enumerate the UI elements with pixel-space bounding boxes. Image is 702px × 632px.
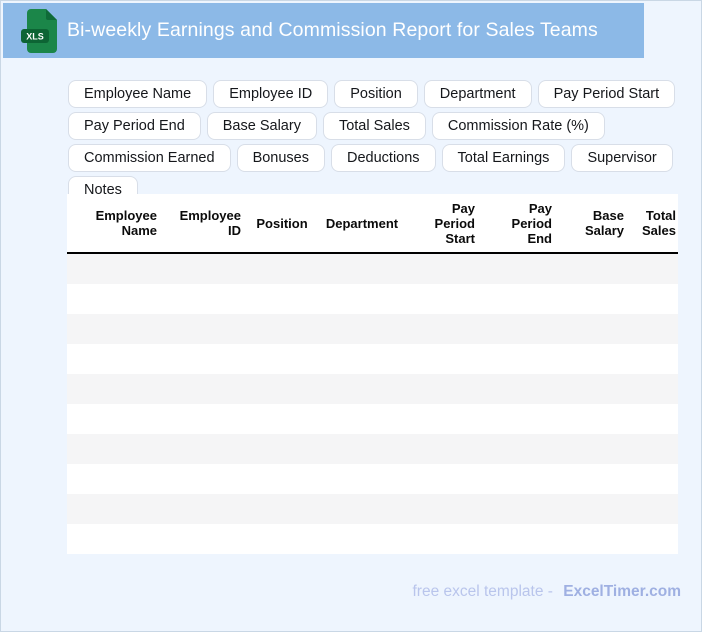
table-row <box>67 284 678 314</box>
table-row <box>67 404 678 434</box>
footer-text: free excel template - <box>412 583 553 600</box>
chip-position[interactable]: Position <box>334 80 418 108</box>
table-row <box>67 344 678 374</box>
chip-employee-id[interactable]: Employee ID <box>213 80 329 108</box>
chip-commission-earned[interactable]: Commission Earned <box>68 144 231 172</box>
page-title: Bi-weekly Earnings and Commission Report… <box>67 19 598 41</box>
chip-supervisor[interactable]: Supervisor <box>571 144 673 172</box>
table-row <box>67 434 678 464</box>
table-row <box>67 524 678 554</box>
chip-department[interactable]: Department <box>423 80 532 108</box>
chip-total-earnings[interactable]: Total Earnings <box>441 144 566 172</box>
table-header-row: Employee Name Employee ID Position Departme… <box>67 194 678 254</box>
field-chip-list: Employee Name Employee ID Position Departme… <box>68 80 693 204</box>
chip-total-sales[interactable]: Total Sales <box>322 112 426 140</box>
chip-base-salary[interactable]: Base Salary <box>206 112 317 140</box>
footer: free excel template - ExcelTimer.com <box>412 583 681 601</box>
chip-bonuses[interactable]: Bonuses <box>236 144 325 172</box>
col-header-total-sales: Total Sales <box>642 208 676 238</box>
col-header-position: Position <box>256 215 308 231</box>
chip-deductions[interactable]: Deductions <box>331 144 436 172</box>
col-header-pay-period-start: Pay Period Start <box>434 200 475 246</box>
col-header-employee-name: Employee Name <box>95 208 157 238</box>
table-row <box>67 464 678 494</box>
chip-commission-rate[interactable]: Commission Rate (%) <box>431 112 605 140</box>
col-header-employee-id: Employee ID <box>179 208 241 238</box>
table-body <box>67 254 678 554</box>
xls-file-icon: XLS <box>21 8 57 53</box>
xls-icon-label: XLS <box>26 31 44 41</box>
col-header-pay-period-end: Pay Period End <box>511 200 552 246</box>
table-row <box>67 494 678 524</box>
col-header-base-salary: Base Salary <box>584 208 624 238</box>
chip-pay-period-end[interactable]: Pay Period End <box>68 112 201 140</box>
table-row <box>67 254 678 284</box>
report-table: Employee Name Employee ID Position Departme… <box>67 194 678 554</box>
col-header-department: Department <box>325 215 399 231</box>
chip-pay-period-start[interactable]: Pay Period Start <box>537 80 676 108</box>
table-row <box>67 314 678 344</box>
footer-brand-link[interactable]: ExcelTimer.com <box>563 583 681 600</box>
header-banner: XLS Bi-weekly Earnings and Commission Re… <box>3 3 644 58</box>
table-row <box>67 374 678 404</box>
chip-employee-name[interactable]: Employee Name <box>68 80 208 108</box>
